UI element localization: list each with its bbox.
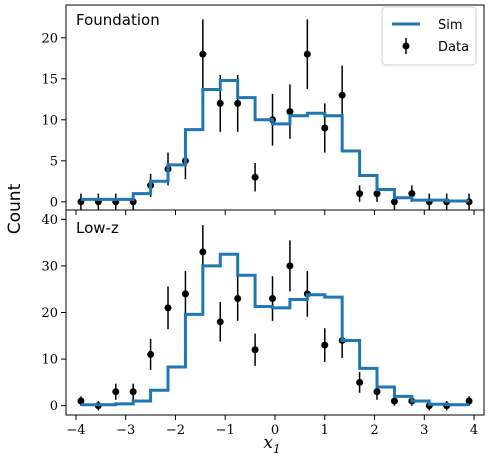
y-tick-label: 40 bbox=[41, 213, 58, 228]
data-point bbox=[112, 388, 120, 396]
data-point bbox=[356, 190, 364, 198]
data-point bbox=[303, 50, 311, 58]
y-tick-label: 10 bbox=[41, 353, 58, 368]
x-tick-label: −2 bbox=[166, 423, 185, 438]
panel-title-low-z: Low-z bbox=[76, 219, 119, 237]
y-tick-label: 15 bbox=[41, 72, 58, 87]
data-point bbox=[408, 190, 416, 198]
data-point bbox=[338, 91, 346, 99]
data-point bbox=[251, 346, 259, 354]
data-point bbox=[129, 388, 137, 396]
y-tick-label: 30 bbox=[41, 259, 58, 274]
x-tick-label: −1 bbox=[216, 423, 235, 438]
x-axis-label-main: x bbox=[263, 433, 273, 453]
data-point bbox=[199, 50, 207, 58]
sim-histogram bbox=[80, 78, 470, 203]
data-point bbox=[373, 190, 381, 198]
data-point bbox=[147, 350, 155, 358]
data-point bbox=[77, 397, 85, 405]
data-point bbox=[181, 290, 189, 298]
data-point bbox=[216, 318, 224, 326]
y-tick-label: 20 bbox=[41, 306, 58, 321]
y-tick-label: 10 bbox=[41, 113, 58, 128]
x-axis-label: x1 bbox=[263, 433, 280, 456]
data-point bbox=[321, 124, 329, 132]
legend-data-label: Data bbox=[438, 40, 469, 55]
y-tick-label: 0 bbox=[50, 399, 58, 414]
y-tick-label: 20 bbox=[41, 31, 58, 46]
legend-data-marker bbox=[402, 42, 410, 50]
y-axis-label: Count bbox=[5, 183, 25, 234]
x-axis-label-sub: 1 bbox=[273, 442, 281, 456]
data-point bbox=[164, 304, 172, 312]
low-z-panel: 0 10 20 30 40 −4 −3 −2 −1 0 1 2 3 4 bbox=[41, 209, 485, 438]
data-point bbox=[286, 108, 294, 116]
data-point bbox=[216, 99, 224, 107]
x-tick-label: 3 bbox=[420, 423, 428, 438]
legend-box bbox=[381, 6, 477, 66]
x-tick-label: 2 bbox=[370, 423, 378, 438]
y-tick-label: 5 bbox=[50, 154, 58, 169]
x-tick-label: −3 bbox=[116, 423, 135, 438]
legend: Sim Data bbox=[381, 6, 477, 66]
data-point bbox=[373, 388, 381, 396]
axes-frame bbox=[65, 209, 485, 416]
y-tick-label: 0 bbox=[50, 195, 58, 210]
x-tick-label: −4 bbox=[66, 423, 85, 438]
data-point bbox=[390, 397, 398, 405]
data-point bbox=[465, 397, 473, 405]
x-tick-label: 1 bbox=[321, 423, 329, 438]
data-point bbox=[199, 248, 207, 256]
x-tick-label: 4 bbox=[470, 423, 478, 438]
legend-sim-label: Sim bbox=[438, 18, 463, 33]
data-point bbox=[234, 99, 242, 107]
data-point bbox=[286, 262, 294, 270]
data-point bbox=[390, 198, 398, 206]
data-point bbox=[234, 295, 242, 303]
data-point bbox=[269, 295, 277, 303]
panel-title-foundation: Foundation bbox=[76, 11, 160, 29]
data-point bbox=[356, 378, 364, 386]
x-tick-label: 0 bbox=[271, 423, 279, 438]
sim-histogram bbox=[80, 252, 470, 407]
data-point bbox=[251, 173, 259, 181]
data-point bbox=[321, 341, 329, 349]
